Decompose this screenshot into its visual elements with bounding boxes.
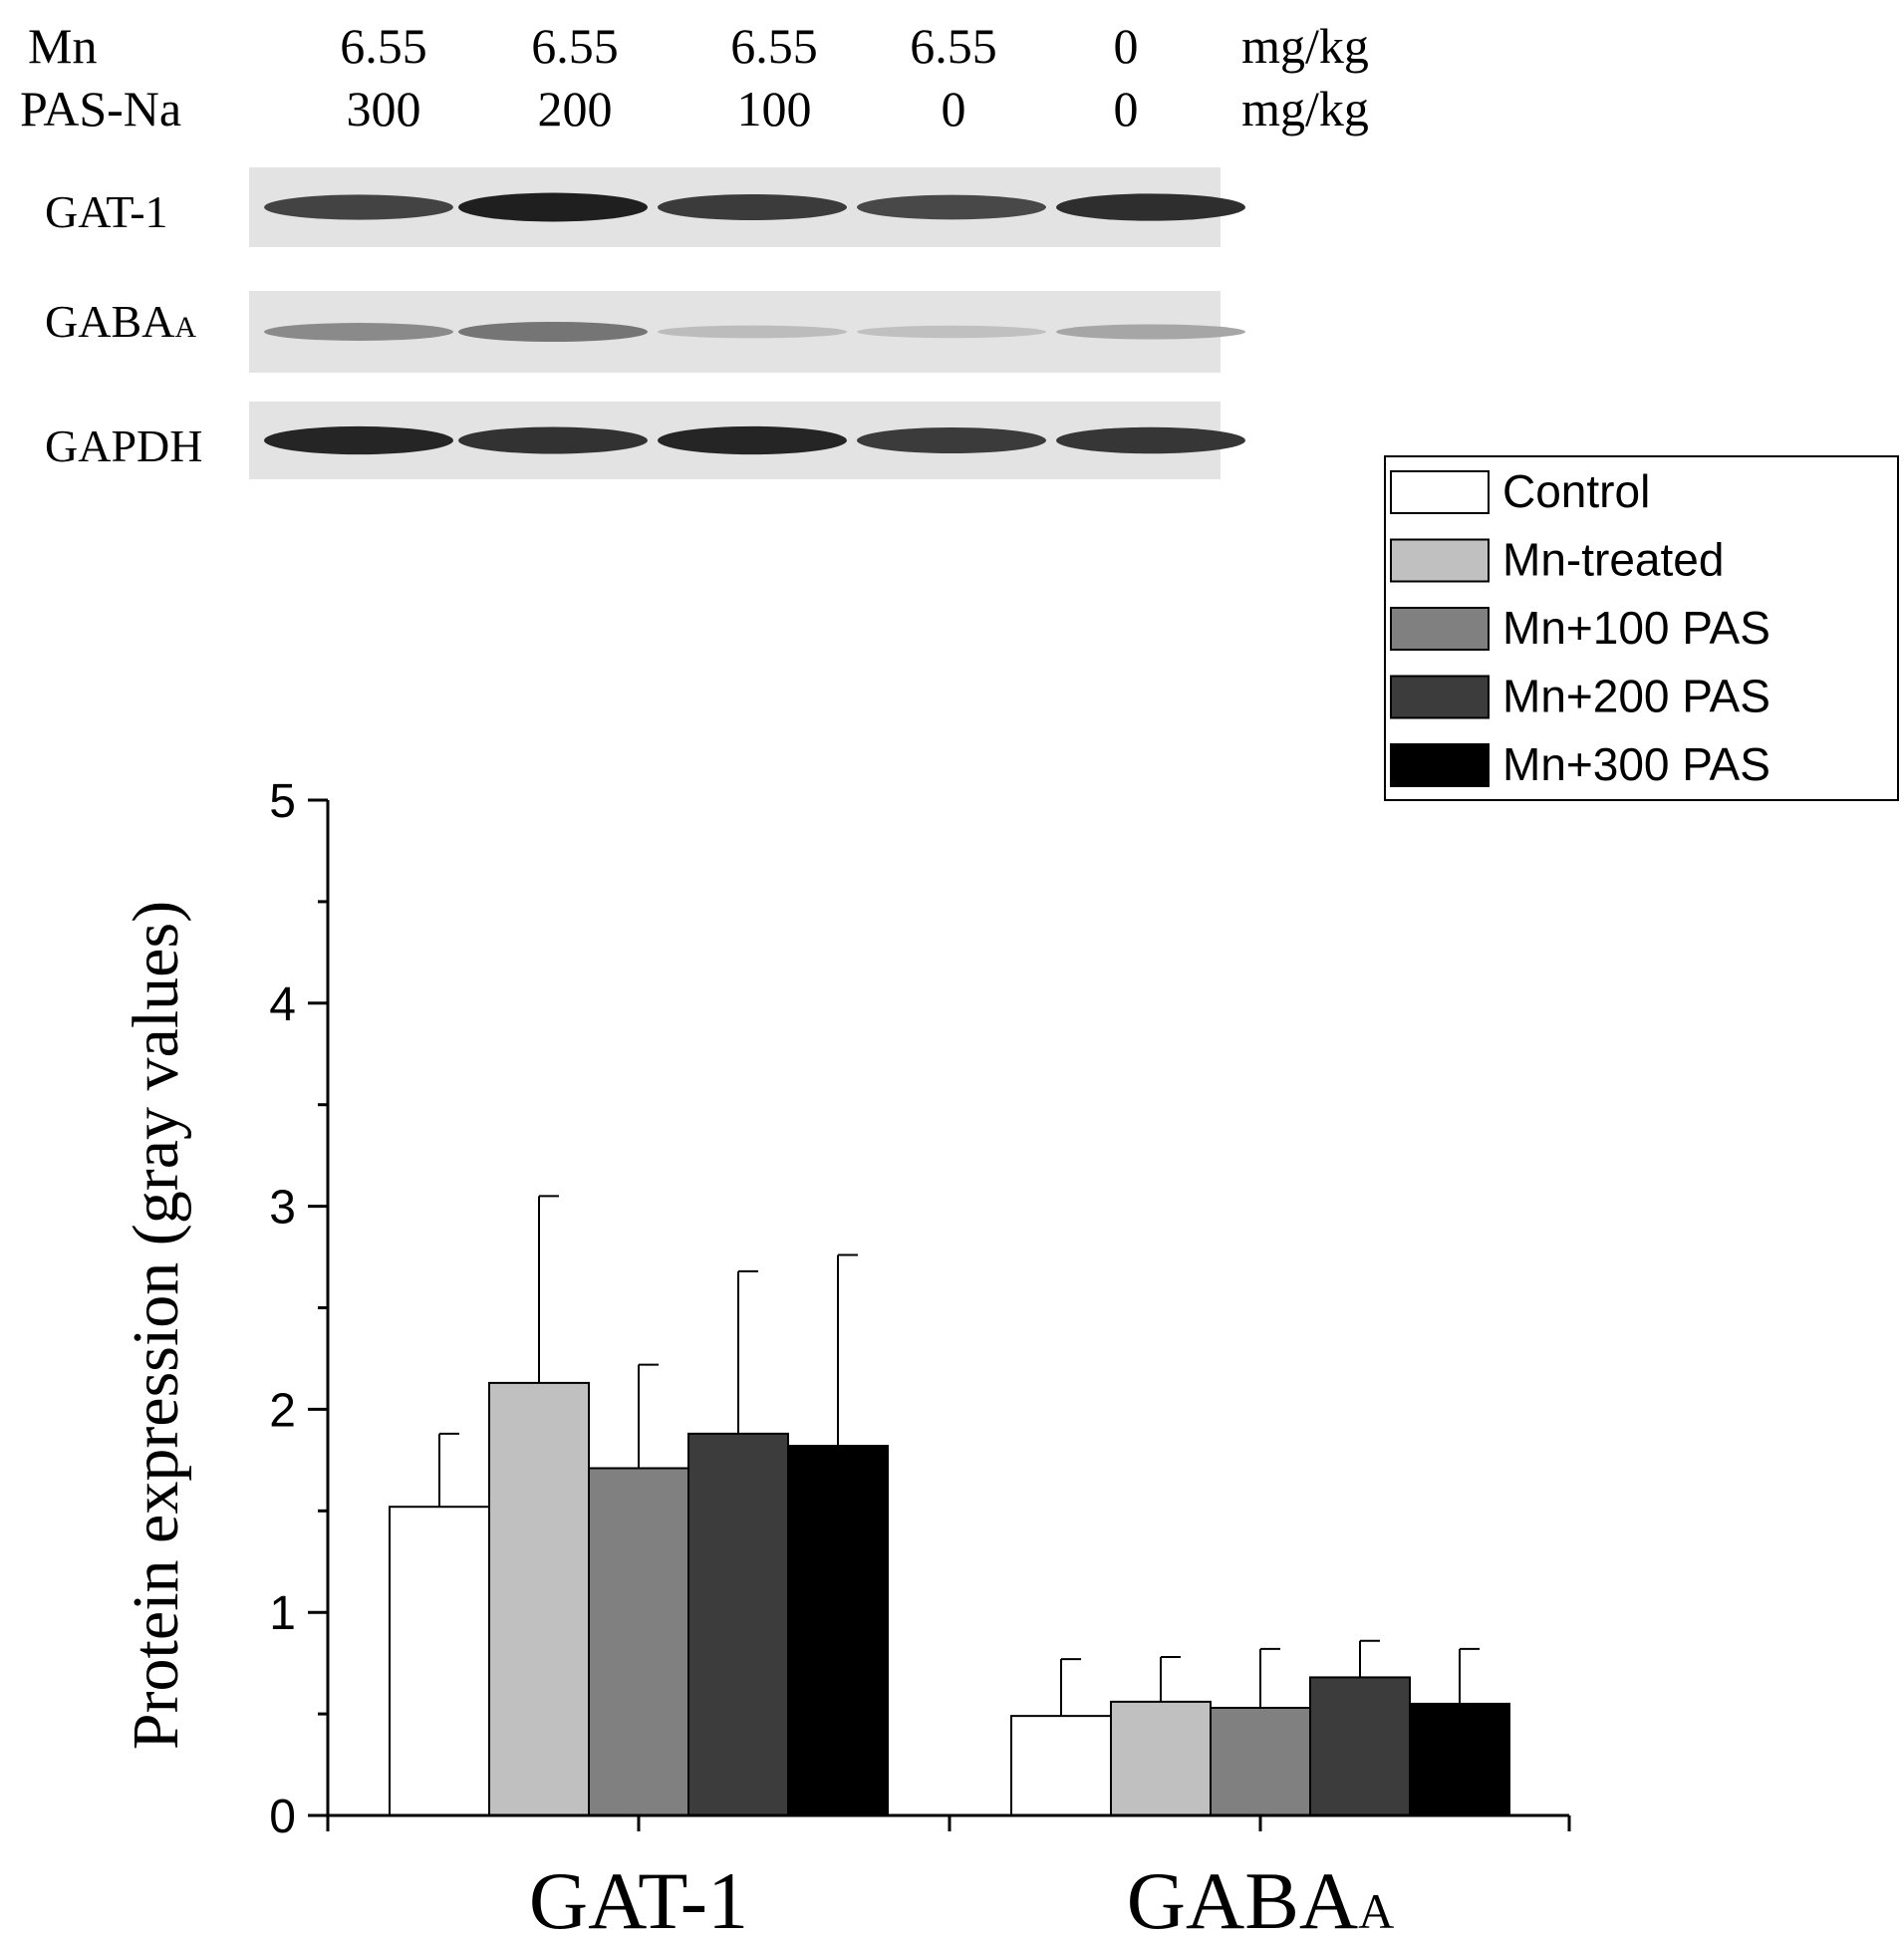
legend: Control Mn-treated Mn+100 PAS Mn+200 PAS Mn+… <box>1384 455 1899 801</box>
legend-swatch <box>1390 470 1490 514</box>
blot-bands: GAT-1 GABAA GAPDH <box>45 167 1245 479</box>
header-row-label: PAS-Na <box>20 81 181 137</box>
blot-band <box>264 323 453 341</box>
header-dose-value: 0 <box>1114 81 1139 137</box>
bar-chart: 0 1 2 3 4 5 GAT-1 GABAA Protein expression (gr… <box>120 455 1899 1940</box>
legend-swatch <box>1390 743 1490 787</box>
blot-row-label: GABAA <box>45 296 196 347</box>
y-ticks: 0 1 2 3 4 5 <box>269 775 328 1843</box>
blot-band <box>264 425 453 455</box>
blot-header: Mn 6.55 6.55 6.55 6.55 0 mg/kg PAS-Na 300 200 100 0… <box>20 18 1369 137</box>
legend-swatch <box>1390 675 1490 719</box>
blot-band <box>658 325 847 339</box>
x-category-label: GAT-1 <box>529 1855 748 1940</box>
bar <box>389 1506 490 1816</box>
bars <box>389 1381 1510 1817</box>
bar <box>1409 1702 1510 1817</box>
x-category-label-subscript: A <box>1358 1883 1394 1939</box>
blot-row-label: GAT-1 <box>45 186 168 237</box>
y-tick-label: 0 <box>269 1791 296 1843</box>
blot-band <box>658 193 847 221</box>
y-tick-label: 2 <box>269 1384 296 1437</box>
x-ticks: GAT-1 GABAA <box>326 1815 1571 1940</box>
bar <box>787 1445 889 1816</box>
header-dose-value: 6.55 <box>531 18 619 74</box>
legend-label: Mn-treated <box>1502 534 1724 586</box>
error-bars <box>438 1195 1480 1717</box>
blot-band <box>857 325 1046 339</box>
header-dose-value: 6.55 <box>910 18 997 74</box>
blot-band <box>458 192 648 222</box>
header-dose-value: 0 <box>1114 18 1139 74</box>
y-axis-label: Protein expression (gray values) <box>120 901 192 1750</box>
blot-band <box>1056 324 1245 340</box>
legend-label: Control <box>1502 465 1650 517</box>
bar <box>488 1381 590 1816</box>
legend-swatch <box>1390 538 1490 583</box>
blot-band <box>1056 193 1245 221</box>
blot-band <box>1056 426 1245 454</box>
header-unit: mg/kg <box>1241 18 1369 74</box>
bar <box>1309 1676 1411 1817</box>
bar <box>588 1467 689 1816</box>
bar <box>1010 1715 1112 1816</box>
blot-band <box>857 426 1046 454</box>
header-unit: mg/kg <box>1241 81 1369 137</box>
bar <box>1110 1700 1212 1816</box>
header-dose-value: 200 <box>538 81 613 137</box>
header-dose-value: 6.55 <box>730 18 818 74</box>
y-tick-label: 1 <box>269 1587 296 1640</box>
header-dose-value: 100 <box>737 81 812 137</box>
legend-swatch <box>1390 607 1490 651</box>
bar <box>1210 1706 1311 1816</box>
y-tick-label: 5 <box>269 775 296 828</box>
blot-band <box>857 194 1046 220</box>
header-dose-value: 0 <box>942 81 966 137</box>
blot-band <box>658 425 847 455</box>
header-row-label: Mn <box>28 18 97 74</box>
header-dose-value: 300 <box>347 81 421 137</box>
blot-band <box>458 321 648 343</box>
legend-label: Mn+300 PAS <box>1502 738 1770 790</box>
legend-label: Mn+200 PAS <box>1502 671 1770 722</box>
blot-row-label: GAPDH <box>45 420 202 471</box>
blot-band <box>264 194 453 220</box>
header-dose-value: 6.55 <box>340 18 427 74</box>
bar <box>687 1432 789 1816</box>
x-category-label: GABAA <box>1127 1855 1394 1940</box>
legend-label: Mn+100 PAS <box>1502 602 1770 654</box>
y-tick-label: 4 <box>269 978 296 1031</box>
blot-band <box>458 426 648 454</box>
blot-row-label-subscript: A <box>174 311 196 344</box>
y-tick-label: 3 <box>269 1182 296 1235</box>
